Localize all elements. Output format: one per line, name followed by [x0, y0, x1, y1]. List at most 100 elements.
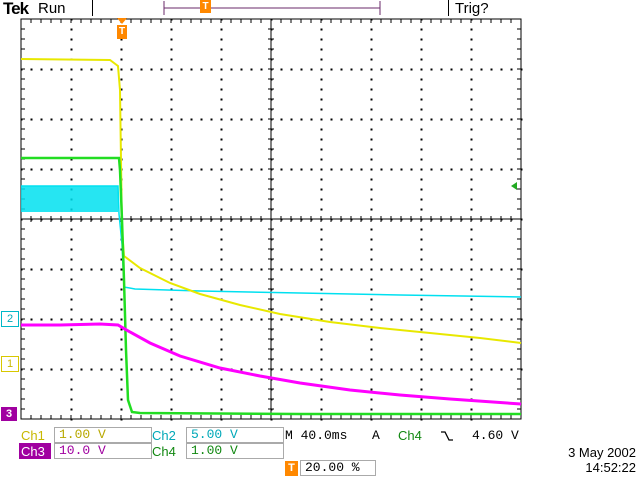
grid-dot: [400, 268, 403, 271]
grid-dot: [320, 398, 323, 401]
grid-dot: [420, 368, 423, 371]
grid-dot: [170, 358, 173, 361]
falling-edge-icon: [441, 431, 453, 441]
grid-dot: [320, 188, 323, 191]
grid-dot: [370, 38, 373, 41]
grid-dot: [150, 118, 153, 121]
grid-dot: [320, 358, 323, 361]
grid-dot: [120, 388, 123, 391]
grid-dot: [220, 68, 223, 71]
grid-dot: [420, 28, 423, 31]
trigger-level-arrow: [511, 182, 517, 190]
grid-dot: [470, 318, 473, 321]
grid-dot: [320, 208, 323, 211]
grid-dot: [320, 298, 323, 301]
grid-dot: [310, 368, 313, 371]
grid-dot: [130, 318, 133, 321]
grid-dot: [420, 388, 423, 391]
grid-dot: [70, 28, 73, 31]
trigger-level: 4.60 V: [472, 428, 519, 443]
grid-dot: [70, 98, 73, 101]
grid-dot: [120, 358, 123, 361]
grid-dot: [370, 168, 373, 171]
grid-dot: [170, 318, 173, 321]
grid-dot: [240, 318, 243, 321]
grid-dot: [220, 88, 223, 91]
grid-dot: [80, 368, 83, 371]
grid-dot: [370, 78, 373, 81]
ch3-ground-marker[interactable]: 3: [1, 407, 17, 421]
grid-dot: [40, 318, 43, 321]
ch1-ground-marker[interactable]: 1: [1, 356, 19, 372]
grid-dot: [70, 358, 73, 361]
grid-dot: [420, 228, 423, 231]
grid-dot: [60, 118, 63, 121]
grid-dot: [170, 268, 173, 271]
grid-dot: [280, 318, 283, 321]
grid-dot: [170, 38, 173, 41]
grid-dot: [70, 248, 73, 251]
grid-dot: [260, 368, 263, 371]
grid-dot: [360, 368, 363, 371]
grid-dot: [320, 198, 323, 201]
grid-dot: [70, 78, 73, 81]
grid-dot: [320, 128, 323, 131]
grid-dot: [120, 288, 123, 291]
grid-dot: [470, 358, 473, 361]
grid-dot: [130, 368, 133, 371]
ch2-waveform: [21, 185, 522, 298]
grid-dot: [140, 318, 143, 321]
grid-dot: [420, 338, 423, 341]
grid-dot: [240, 168, 243, 171]
trigger-marker: T: [116, 18, 128, 40]
grid-dot: [210, 368, 213, 371]
grid-dot: [90, 68, 93, 71]
grid-dot: [100, 268, 103, 271]
grid-dot: [120, 78, 123, 81]
grid-dot: [430, 168, 433, 171]
grid-dot: [470, 308, 473, 311]
grid-dot: [460, 68, 463, 71]
grid-dot: [420, 38, 423, 41]
grid-dot: [370, 278, 373, 281]
grid-dot: [130, 68, 133, 71]
grid-dot: [470, 128, 473, 131]
waveform-display: [20, 18, 523, 421]
grid-dot: [170, 248, 173, 251]
grid-dot: [470, 228, 473, 231]
grid-dot: [200, 318, 203, 321]
grid-dot: [300, 368, 303, 371]
grid-dot: [180, 118, 183, 121]
grid-dot: [140, 368, 143, 371]
grid-dot: [330, 68, 333, 71]
grid-dot: [190, 168, 193, 171]
grid-dot: [220, 98, 223, 101]
grid-dot: [420, 278, 423, 281]
grid-dot: [410, 318, 413, 321]
grid-dot: [160, 68, 163, 71]
grid-dot: [340, 368, 343, 371]
grid-dot: [50, 318, 53, 321]
grid-dot: [440, 68, 443, 71]
grid-dot: [450, 118, 453, 121]
grid-dot: [220, 38, 223, 41]
grid-dot: [320, 88, 323, 91]
grid-dot: [220, 228, 223, 231]
ch2-ground-marker[interactable]: 2: [1, 311, 19, 327]
grid-dot: [490, 118, 493, 121]
grid-dot: [260, 68, 263, 71]
date: 3 May 2002: [568, 445, 636, 460]
grid-dot: [250, 118, 253, 121]
grid-dot: [400, 318, 403, 321]
grid-dot: [70, 418, 73, 421]
grid-dot: [490, 268, 493, 271]
grid-dot: [520, 68, 523, 71]
grid-dot: [370, 108, 373, 111]
grid-dot: [110, 368, 113, 371]
grid-dot: [220, 168, 223, 171]
trigger-marker-label: T: [118, 26, 126, 37]
grid-dot: [220, 338, 223, 341]
grid-dot: [190, 68, 193, 71]
grid-dot: [470, 338, 473, 341]
grid-dot: [460, 168, 463, 171]
